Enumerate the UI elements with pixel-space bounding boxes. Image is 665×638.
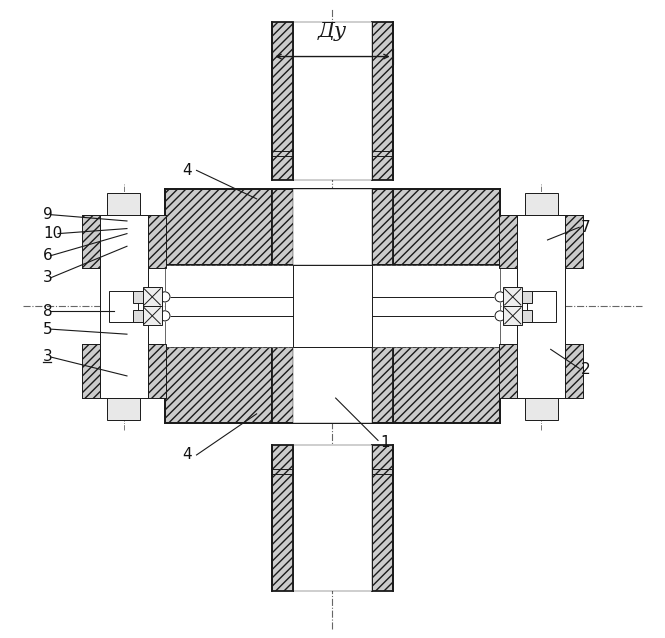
Bar: [522, 310, 532, 322]
Bar: [100, 214, 148, 398]
Bar: [148, 214, 166, 269]
Bar: [293, 445, 372, 591]
Text: 3: 3: [43, 271, 53, 285]
Bar: [143, 306, 162, 325]
Bar: [525, 398, 558, 420]
Bar: [133, 310, 143, 322]
Bar: [293, 189, 372, 265]
Bar: [133, 291, 143, 302]
Bar: [503, 306, 522, 325]
Bar: [273, 348, 392, 424]
Text: 1: 1: [380, 435, 390, 450]
Text: 8: 8: [43, 304, 53, 319]
Bar: [499, 345, 517, 398]
Text: 5: 5: [43, 322, 53, 337]
Bar: [165, 265, 500, 348]
Text: 4: 4: [182, 163, 192, 178]
Circle shape: [495, 292, 505, 302]
Bar: [293, 348, 372, 424]
Bar: [165, 189, 273, 265]
Bar: [109, 291, 138, 322]
Bar: [82, 345, 100, 398]
Text: 6: 6: [43, 248, 53, 263]
Bar: [525, 193, 558, 214]
Bar: [522, 291, 532, 302]
Bar: [392, 189, 500, 265]
Bar: [503, 287, 522, 306]
Bar: [165, 348, 273, 424]
Text: 2: 2: [581, 362, 591, 377]
Bar: [82, 214, 100, 269]
Bar: [273, 189, 392, 265]
Text: 7: 7: [581, 220, 591, 235]
Bar: [143, 287, 162, 306]
Bar: [565, 214, 583, 269]
Bar: [499, 214, 517, 269]
Text: Ду: Ду: [318, 22, 347, 41]
Bar: [273, 445, 293, 591]
Bar: [392, 348, 500, 424]
Circle shape: [160, 292, 170, 302]
Bar: [372, 22, 392, 180]
Text: 10: 10: [43, 226, 62, 241]
Text: 9: 9: [43, 207, 53, 222]
Bar: [107, 398, 140, 420]
Bar: [273, 22, 293, 180]
Text: 3: 3: [43, 350, 53, 364]
Text: 4: 4: [182, 447, 192, 463]
Bar: [293, 22, 372, 180]
Bar: [527, 291, 556, 322]
Bar: [148, 345, 166, 398]
Bar: [107, 193, 140, 214]
Bar: [372, 445, 392, 591]
Bar: [293, 265, 372, 348]
Bar: [517, 214, 565, 398]
Circle shape: [495, 311, 505, 321]
Bar: [565, 345, 583, 398]
Circle shape: [160, 311, 170, 321]
